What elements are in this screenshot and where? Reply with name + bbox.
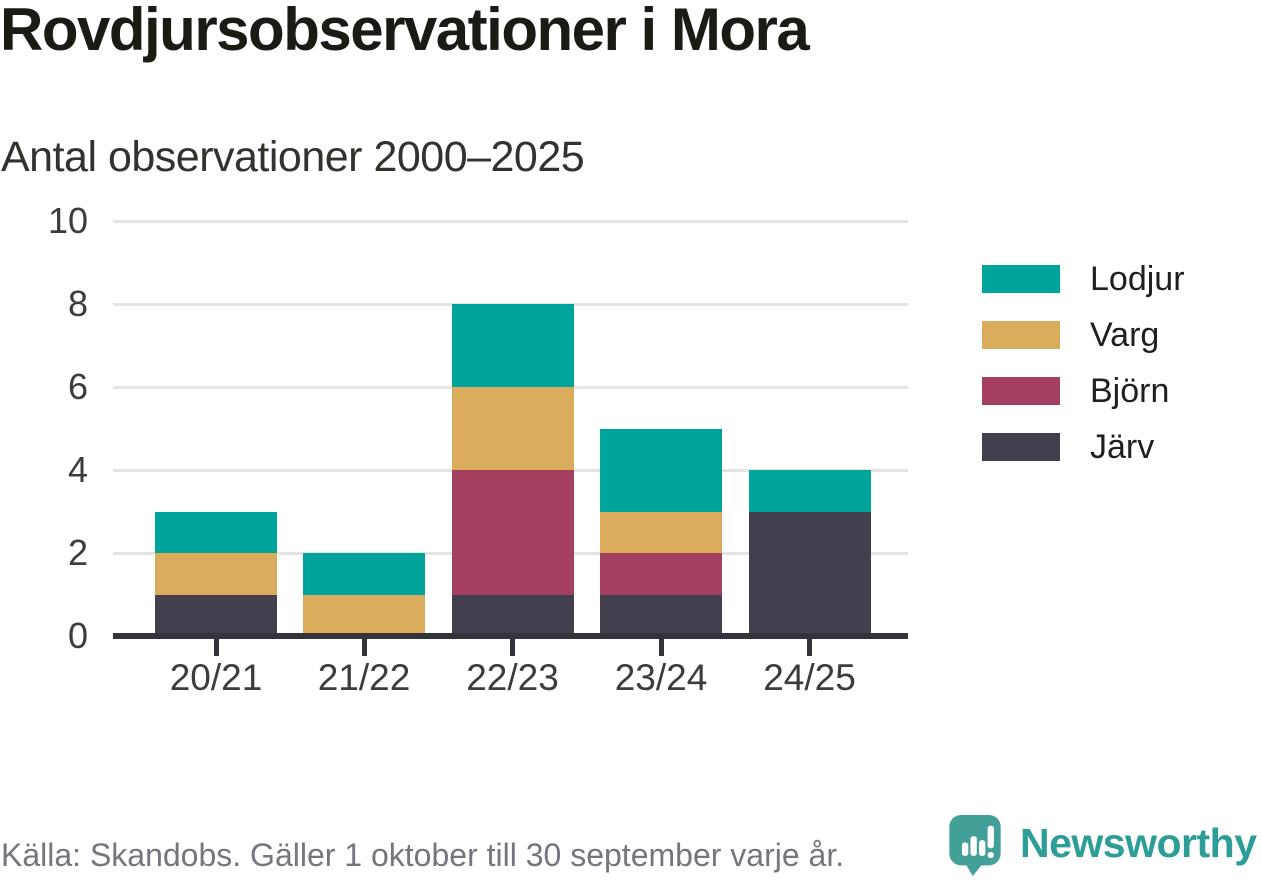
legend-swatch-björn — [982, 377, 1060, 405]
bar-segment-21-22-lodjur — [303, 553, 425, 595]
legend-item-varg: Varg — [982, 316, 1185, 354]
bar-segment-20-21-lodjur — [155, 511, 277, 553]
legend-item-järv: Järv — [982, 428, 1185, 466]
bar-segment-22-23-lodjur — [451, 304, 574, 387]
bar-segment-22-23-varg — [451, 387, 574, 470]
brand-name: Newsworthy — [1020, 819, 1257, 866]
legend-swatch-varg — [982, 321, 1060, 349]
legend-label-järv: Järv — [1090, 428, 1155, 466]
x-axis-tick — [361, 639, 367, 656]
bar-segment-22-23-järv — [451, 594, 574, 636]
legend-label-varg: Varg — [1090, 316, 1160, 354]
bar-segment-22-23-björn — [451, 470, 574, 595]
gridline-y-10 — [113, 219, 908, 223]
bar-segment-20-21-varg — [155, 553, 277, 595]
x-axis-tick — [807, 639, 812, 656]
bar-segment-23-24-lodjur — [600, 428, 722, 512]
x-axis-tick — [510, 639, 515, 656]
bar-segment-21-22-varg — [303, 594, 425, 636]
bar-segment-20-21-järv — [155, 594, 277, 636]
y-axis-tick-label: 0 — [67, 615, 88, 656]
y-axis-tick-label: 2 — [67, 532, 88, 573]
y-axis-tick-label: 10 — [47, 200, 88, 241]
legend: Lodjur Varg Björn Järv — [982, 260, 1185, 466]
bar-segment-24-25-lodjur — [748, 470, 871, 512]
x-axis-line — [113, 633, 908, 639]
legend-item-lodjur: Lodjur — [982, 260, 1185, 298]
legend-label-lodjur: Lodjur — [1090, 260, 1185, 298]
chart-title: Rovdjursobservationer i Mora — [0, 0, 810, 63]
y-axis-tick-label: 4 — [67, 449, 88, 490]
x-axis-tick-label: 24/25 — [763, 657, 856, 698]
legend-swatch-lodjur — [982, 265, 1060, 293]
x-axis-tick — [658, 639, 664, 656]
y-axis-tick-label: 8 — [67, 283, 88, 324]
bar-segment-23-24-varg — [600, 511, 722, 553]
x-axis-tick-label: 21/22 — [317, 657, 411, 698]
legend-swatch-järv — [982, 433, 1060, 461]
legend-item-björn: Björn — [982, 372, 1185, 410]
bar-segment-23-24-björn — [600, 553, 722, 595]
x-axis-tick-label: 22/23 — [466, 657, 559, 698]
chart-subtitle: Antal observationer 2000–2025 — [1, 133, 585, 181]
bar-segment-24-25-järv — [748, 511, 871, 636]
y-axis-tick-label: 6 — [67, 366, 88, 407]
brand-logo: Newsworthy — [948, 812, 1257, 880]
x-axis-tick — [213, 639, 219, 656]
x-axis-tick-label: 20/21 — [169, 657, 263, 698]
source-note: Källa: Skandobs. Gäller 1 oktober till 3… — [1, 837, 845, 873]
x-axis-tick-label: 23/24 — [614, 657, 708, 698]
newsworthy-logo-icon — [949, 814, 1001, 877]
legend-label-björn: Björn — [1090, 372, 1170, 410]
bar-segment-23-24-järv — [600, 594, 722, 636]
